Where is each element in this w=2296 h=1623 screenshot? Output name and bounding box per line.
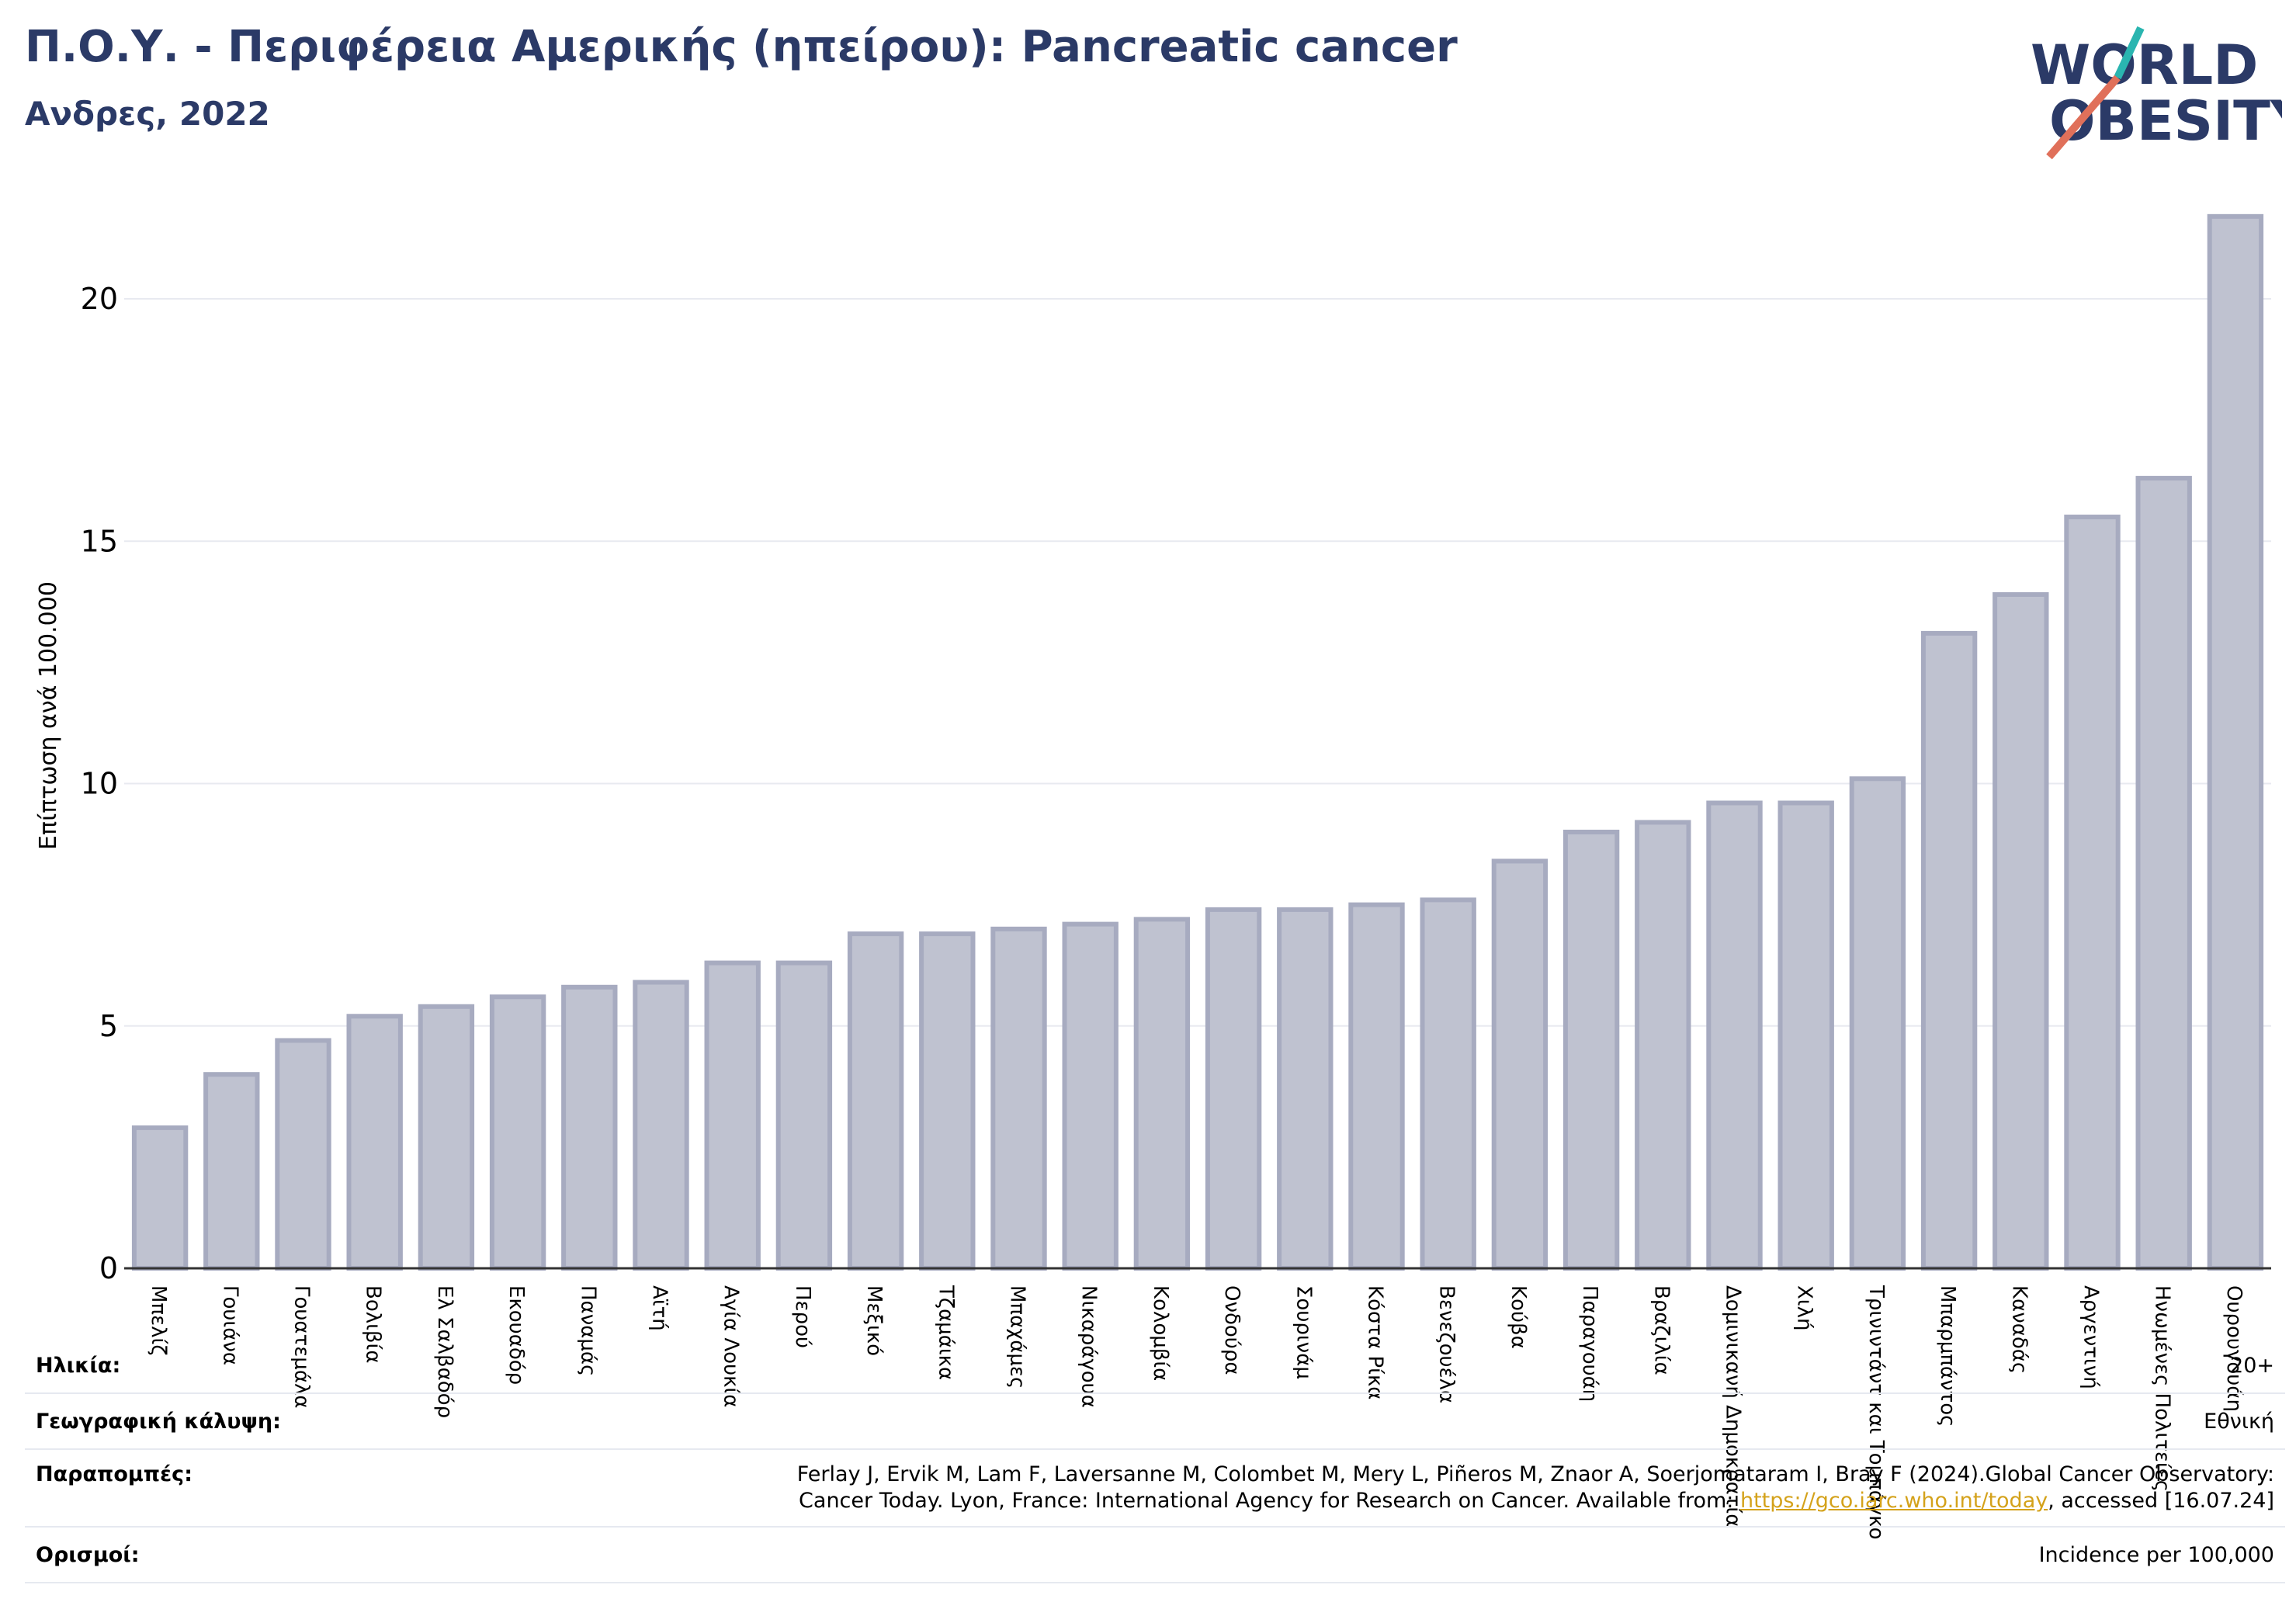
x-tick-label: Χιλή	[1793, 1285, 1816, 1330]
x-tick-label: Αϊτή	[648, 1285, 671, 1331]
y-tick-label: 5	[99, 1009, 118, 1043]
bar	[203, 1072, 260, 1271]
x-tick-label: Τζαμάικα	[934, 1285, 957, 1380]
world-obesity-logo: WORLD OBESITY	[2031, 26, 2282, 160]
bar	[704, 960, 761, 1271]
x-tick-label: Κόστα Ρίκα	[1364, 1285, 1387, 1399]
x-tick-label: Καναδάς	[2007, 1285, 2031, 1374]
info-row-references: Παραπομπές: Ferlay J, Ervik M, Lam F, La…	[25, 1448, 2285, 1528]
x-tick-label: Ονδούρα	[1220, 1285, 1243, 1375]
bar	[919, 931, 976, 1271]
logo-line1: WORLD	[2031, 33, 2258, 97]
coverage-label: Γεωγραφική κάλυψη:	[36, 1410, 281, 1434]
x-tick-label: Βενεζουέλα	[1435, 1285, 1458, 1403]
bar	[1348, 902, 1405, 1271]
x-tick-label: Σουρινάμ	[1292, 1285, 1315, 1379]
x-tick-label: Μπαρμπάντος	[1936, 1285, 1959, 1427]
x-tick-label: Αγία Λουκία	[720, 1285, 743, 1407]
info-row-definitions: Ορισμοί: Incidence per 100,000	[25, 1526, 2285, 1583]
definitions-label: Ορισμοί:	[36, 1543, 140, 1567]
x-tick-label: Βραζιλία	[1649, 1285, 1673, 1375]
bar	[2135, 476, 2192, 1271]
bar	[489, 994, 546, 1271]
x-tick-label: Γουιάνα	[218, 1285, 241, 1365]
y-tick-label: 10	[81, 767, 118, 801]
bar	[1562, 829, 1620, 1271]
bar	[1635, 820, 1691, 1271]
bar	[633, 980, 689, 1271]
references-line2-end: , accessed [16.07.24]	[2048, 1489, 2274, 1513]
logo-accent-coral	[2046, 75, 2121, 160]
x-tick-label: Γουατεμάλα	[290, 1285, 314, 1409]
x-tick-label: Νικαράγουα	[1077, 1285, 1101, 1408]
x-tick-label: Μπελίζ	[147, 1285, 170, 1355]
x-tick-label: Μεξικό	[862, 1285, 886, 1356]
y-axis-label: Επίπτωση ανά 100.000	[35, 581, 62, 850]
bar	[847, 931, 904, 1271]
bar	[1062, 921, 1119, 1271]
info-row-age: Ηλικία: 20+	[25, 1337, 2285, 1394]
references-line2-text: Cancer Today. Lyon, France: Internationa…	[799, 1489, 1740, 1513]
x-tick-label: Εκουαδόρ	[505, 1285, 528, 1385]
bar	[2064, 515, 2121, 1271]
x-tick-label: Ελ Σαλβαδόρ	[433, 1285, 456, 1418]
bar	[2207, 213, 2264, 1271]
x-tick-label: Τρινιντάντ και Τομπάγκο	[1864, 1285, 1888, 1540]
bar	[561, 984, 618, 1271]
age-value: 20+	[2230, 1354, 2274, 1378]
x-tick-label: Κολομβία	[1149, 1285, 1172, 1381]
bar	[1205, 907, 1262, 1271]
logo-accent-teal	[2114, 26, 2145, 80]
bar	[346, 1014, 403, 1271]
bar	[275, 1038, 331, 1271]
y-tick-label: 15	[81, 524, 118, 558]
bar	[990, 926, 1047, 1271]
bar	[1491, 858, 1549, 1271]
bar	[131, 1125, 189, 1271]
y-tick-label: 0	[99, 1251, 118, 1285]
x-tick-label: Κούβα	[1507, 1285, 1530, 1349]
bar	[1420, 897, 1476, 1271]
grid-lines	[124, 298, 2271, 1027]
x-tick-label: Παραγουάη	[1578, 1285, 1601, 1402]
logo-line2: OBESITY	[2049, 89, 2282, 153]
age-label: Ηλικία:	[36, 1354, 121, 1378]
bar	[1706, 800, 1763, 1271]
x-tick-label: Παναμάς	[576, 1285, 599, 1376]
bar	[1993, 591, 2049, 1271]
y-axis-ticks: 0 5 10 15 20	[81, 282, 118, 1285]
bar	[1277, 907, 1334, 1271]
chart-subtitle: Ανδρες, 2022	[25, 95, 270, 133]
bar	[1133, 917, 1191, 1271]
x-tick-label: Δομινικανή Δημοκρατία	[1722, 1285, 1745, 1527]
coverage-value: Εθνική	[2204, 1410, 2274, 1434]
x-axis-ticks: Μπελίζ Γουιάνα Γουατεμάλα Βολιβία Ελ Σαλβαδό…	[147, 1285, 2246, 1540]
bar	[1920, 630, 1978, 1271]
x-tick-label: Αργεντινή	[2079, 1285, 2103, 1389]
references-link[interactable]: https://gco.iarc.who.int/today	[1739, 1489, 2048, 1513]
bar	[1777, 800, 1834, 1271]
x-tick-label: Ηνωμένες Πολιτείες	[2151, 1285, 2174, 1492]
x-tick-label: Βολιβία	[362, 1285, 385, 1363]
bar	[1849, 776, 1906, 1271]
x-tick-label: Μπαχάμες	[1006, 1285, 1029, 1389]
y-tick-label: 20	[81, 282, 118, 316]
chart-title: Π.Ο.Υ. - Περιφέρεια Αμερικής (ηπείρου): …	[25, 22, 1458, 72]
x-tick-label: Ουρουγουάη	[2222, 1285, 2246, 1412]
references-label: Παραπομπές:	[36, 1462, 192, 1486]
references-line1: Ferlay J, Ervik M, Lam F, Laversanne M, …	[796, 1462, 2274, 1486]
bar	[418, 1004, 475, 1271]
bar	[775, 960, 833, 1271]
definitions-value: Incidence per 100,000	[2038, 1543, 2274, 1567]
x-tick-label: Περού	[791, 1285, 814, 1348]
info-row-coverage: Γεωγραφική κάλυψη: Εθνική	[25, 1392, 2285, 1450]
bars	[131, 213, 2264, 1271]
references-line2: Cancer Today. Lyon, France: Internationa…	[799, 1489, 2274, 1513]
